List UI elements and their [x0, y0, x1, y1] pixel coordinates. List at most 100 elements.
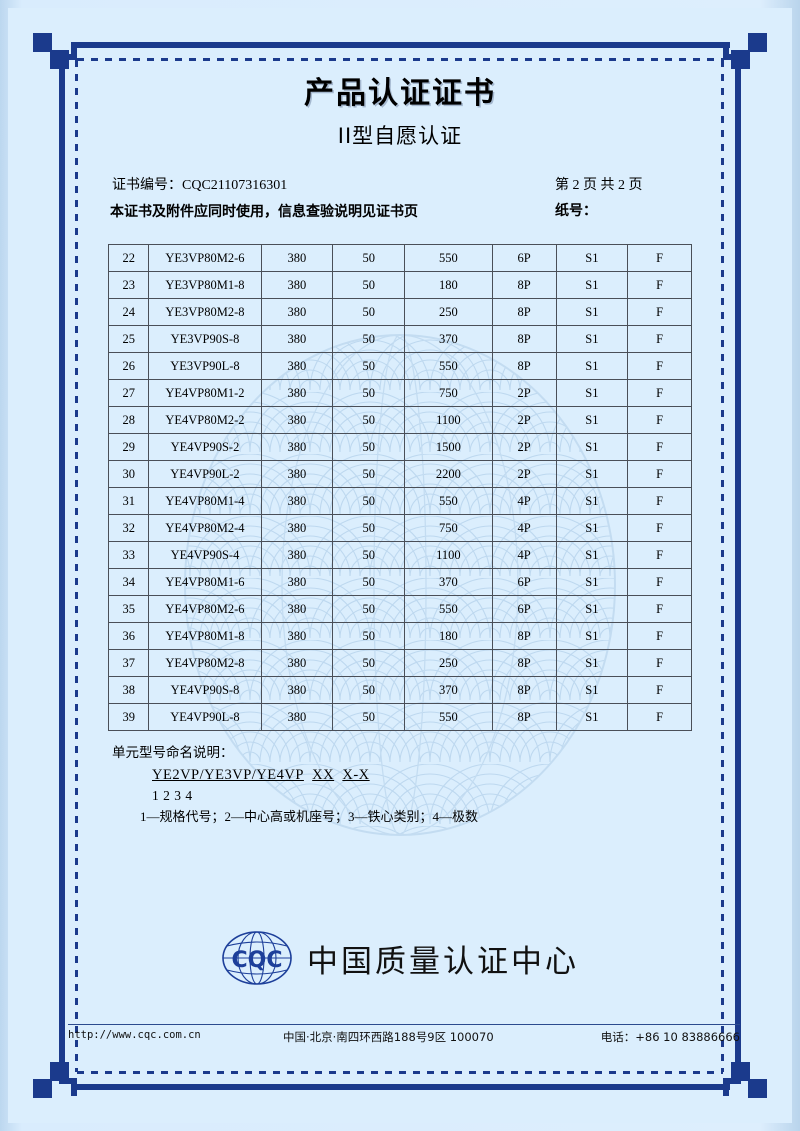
cell-voltage: 380: [260, 244, 334, 272]
cell-voltage: 380: [260, 352, 334, 380]
cell-frequency: 50: [332, 244, 406, 272]
model-naming-notes: 单元型号命名说明： YE2VP/YE3VP/YE4VP XX X-X 1 2 3…: [112, 743, 740, 827]
cell-model: YE4VP90S-2: [148, 433, 262, 461]
cell-frequency: 50: [332, 433, 406, 461]
cell-class: F: [627, 595, 692, 623]
cell-power: 550: [404, 352, 493, 380]
frame-dashed-left: [75, 60, 78, 1072]
corner-square-tr-outer: [748, 33, 767, 52]
notes-formula-part2: XX: [312, 766, 335, 783]
certificate-content: 产品认证证书 II型自愿认证 证书编号：CQC21107316301 第 2 页…: [60, 46, 740, 827]
cell-class: F: [627, 406, 692, 434]
corner-square-tl-outer: [33, 33, 52, 52]
cell-model: YE3VP80M1-8: [148, 271, 262, 299]
cell-class: F: [627, 325, 692, 353]
cell-poles: 8P: [491, 622, 557, 650]
cell-model: YE4VP80M1-6: [148, 568, 262, 596]
corner-square-br-outer: [748, 1079, 767, 1098]
cell-frequency: 50: [332, 325, 406, 353]
cell-insulation: S1: [555, 514, 629, 542]
cell-power: 250: [404, 649, 493, 677]
cell-no: 34: [107, 568, 150, 596]
table-row: 31 YE4VP80M1-4 380 50 550 4P S1 F: [107, 487, 692, 515]
cell-voltage: 380: [260, 487, 334, 515]
cell-voltage: 380: [260, 649, 334, 677]
specification-table-body: 22 YE3VP80M2-6 380 50 550 6P S1 F 23 YE3VP80M1-8 3…: [107, 244, 692, 731]
cell-voltage: 380: [260, 433, 334, 461]
cell-power: 370: [404, 568, 493, 596]
cell-frequency: 50: [332, 514, 406, 542]
cell-poles: 6P: [491, 595, 557, 623]
cell-no: 36: [107, 622, 150, 650]
cell-poles: 2P: [491, 433, 557, 461]
page-indicator: 第 2 页 共 2 页: [555, 178, 643, 193]
cell-model: YE4VP80M2-6: [148, 595, 262, 623]
cell-voltage: 380: [260, 676, 334, 704]
frame-border-right: [735, 54, 741, 1082]
specification-table: 22 YE3VP80M2-6 380 50 550 6P S1 F 23 YE3VP80M1-8 3…: [107, 244, 692, 731]
frame-border-left: [59, 54, 65, 1082]
table-row: 29 YE4VP90S-2 380 50 1500 2P S1 F: [107, 433, 692, 461]
cell-poles: 4P: [491, 514, 557, 542]
cell-model: YE4VP80M1-4: [148, 487, 262, 515]
paper-number-label: 纸号：: [555, 203, 597, 219]
cell-voltage: 380: [260, 406, 334, 434]
cell-frequency: 50: [332, 676, 406, 704]
frame-corner-tl-v: [71, 42, 77, 60]
footer-telephone: 电话：+86 10 83886666: [600, 1030, 740, 1044]
cell-class: F: [627, 352, 692, 380]
cell-class: F: [627, 379, 692, 407]
cell-poles: 6P: [491, 244, 557, 272]
page-footer: http://www.cqc.com.cn 中国·北京·南四环西路188号9区 …: [68, 1024, 740, 1045]
cell-insulation: S1: [555, 595, 629, 623]
notes-title: 单元型号命名说明：: [112, 745, 234, 760]
frame-border-bottom: [71, 1084, 730, 1090]
cell-insulation: S1: [555, 676, 629, 704]
cell-no: 22: [107, 244, 150, 272]
cell-no: 35: [107, 595, 150, 623]
cell-no: 37: [107, 649, 150, 677]
cqc-mark-text: CQC: [232, 948, 283, 973]
cell-poles: 8P: [491, 649, 557, 677]
cell-frequency: 50: [332, 541, 406, 569]
cell-voltage: 380: [260, 595, 334, 623]
cell-insulation: S1: [555, 487, 629, 515]
cell-frequency: 50: [332, 622, 406, 650]
cell-voltage: 380: [260, 271, 334, 299]
certificate-meta: 证书编号：CQC21107316301 第 2 页 共 2 页 本证书及附件应同…: [60, 174, 740, 226]
cell-no: 24: [107, 298, 150, 326]
table-row: 26 YE3VP90L-8 380 50 550 8P S1 F: [107, 352, 692, 380]
cell-power: 180: [404, 622, 493, 650]
cell-voltage: 380: [260, 622, 334, 650]
cell-no: 39: [107, 703, 150, 731]
cell-class: F: [627, 460, 692, 488]
cell-insulation: S1: [555, 703, 629, 731]
cell-power: 370: [404, 325, 493, 353]
cell-power: 1100: [404, 541, 493, 569]
cell-no: 28: [107, 406, 150, 434]
cell-voltage: 380: [260, 514, 334, 542]
usage-note: 本证书及附件应同时使用，信息查验说明见证书页: [110, 204, 418, 220]
cell-model: YE4VP80M2-4: [148, 514, 262, 542]
frame-dashed-top: [77, 58, 723, 61]
cell-insulation: S1: [555, 271, 629, 299]
cell-frequency: 50: [332, 568, 406, 596]
footer-url[interactable]: http://www.cqc.com.cn: [68, 1029, 201, 1041]
cell-frequency: 50: [332, 379, 406, 407]
cqc-globe-icon: CQC: [222, 931, 292, 985]
corner-square-tl-inner: [50, 50, 69, 69]
frame-dashed-right: [721, 60, 724, 1072]
cell-class: F: [627, 244, 692, 272]
cell-class: F: [627, 541, 692, 569]
cell-insulation: S1: [555, 541, 629, 569]
table-row: 28 YE4VP80M2-2 380 50 1100 2P S1 F: [107, 406, 692, 434]
certificate-number-label: 证书编号：: [112, 178, 182, 193]
cell-power: 1500: [404, 433, 493, 461]
footer-address: 中国·北京·南四环西路188号9区 100070: [283, 1030, 494, 1044]
cell-insulation: S1: [555, 244, 629, 272]
table-row: 27 YE4VP80M1-2 380 50 750 2P S1 F: [107, 379, 692, 407]
cell-insulation: S1: [555, 622, 629, 650]
cell-frequency: 50: [332, 271, 406, 299]
cell-model: YE4VP90S-4: [148, 541, 262, 569]
